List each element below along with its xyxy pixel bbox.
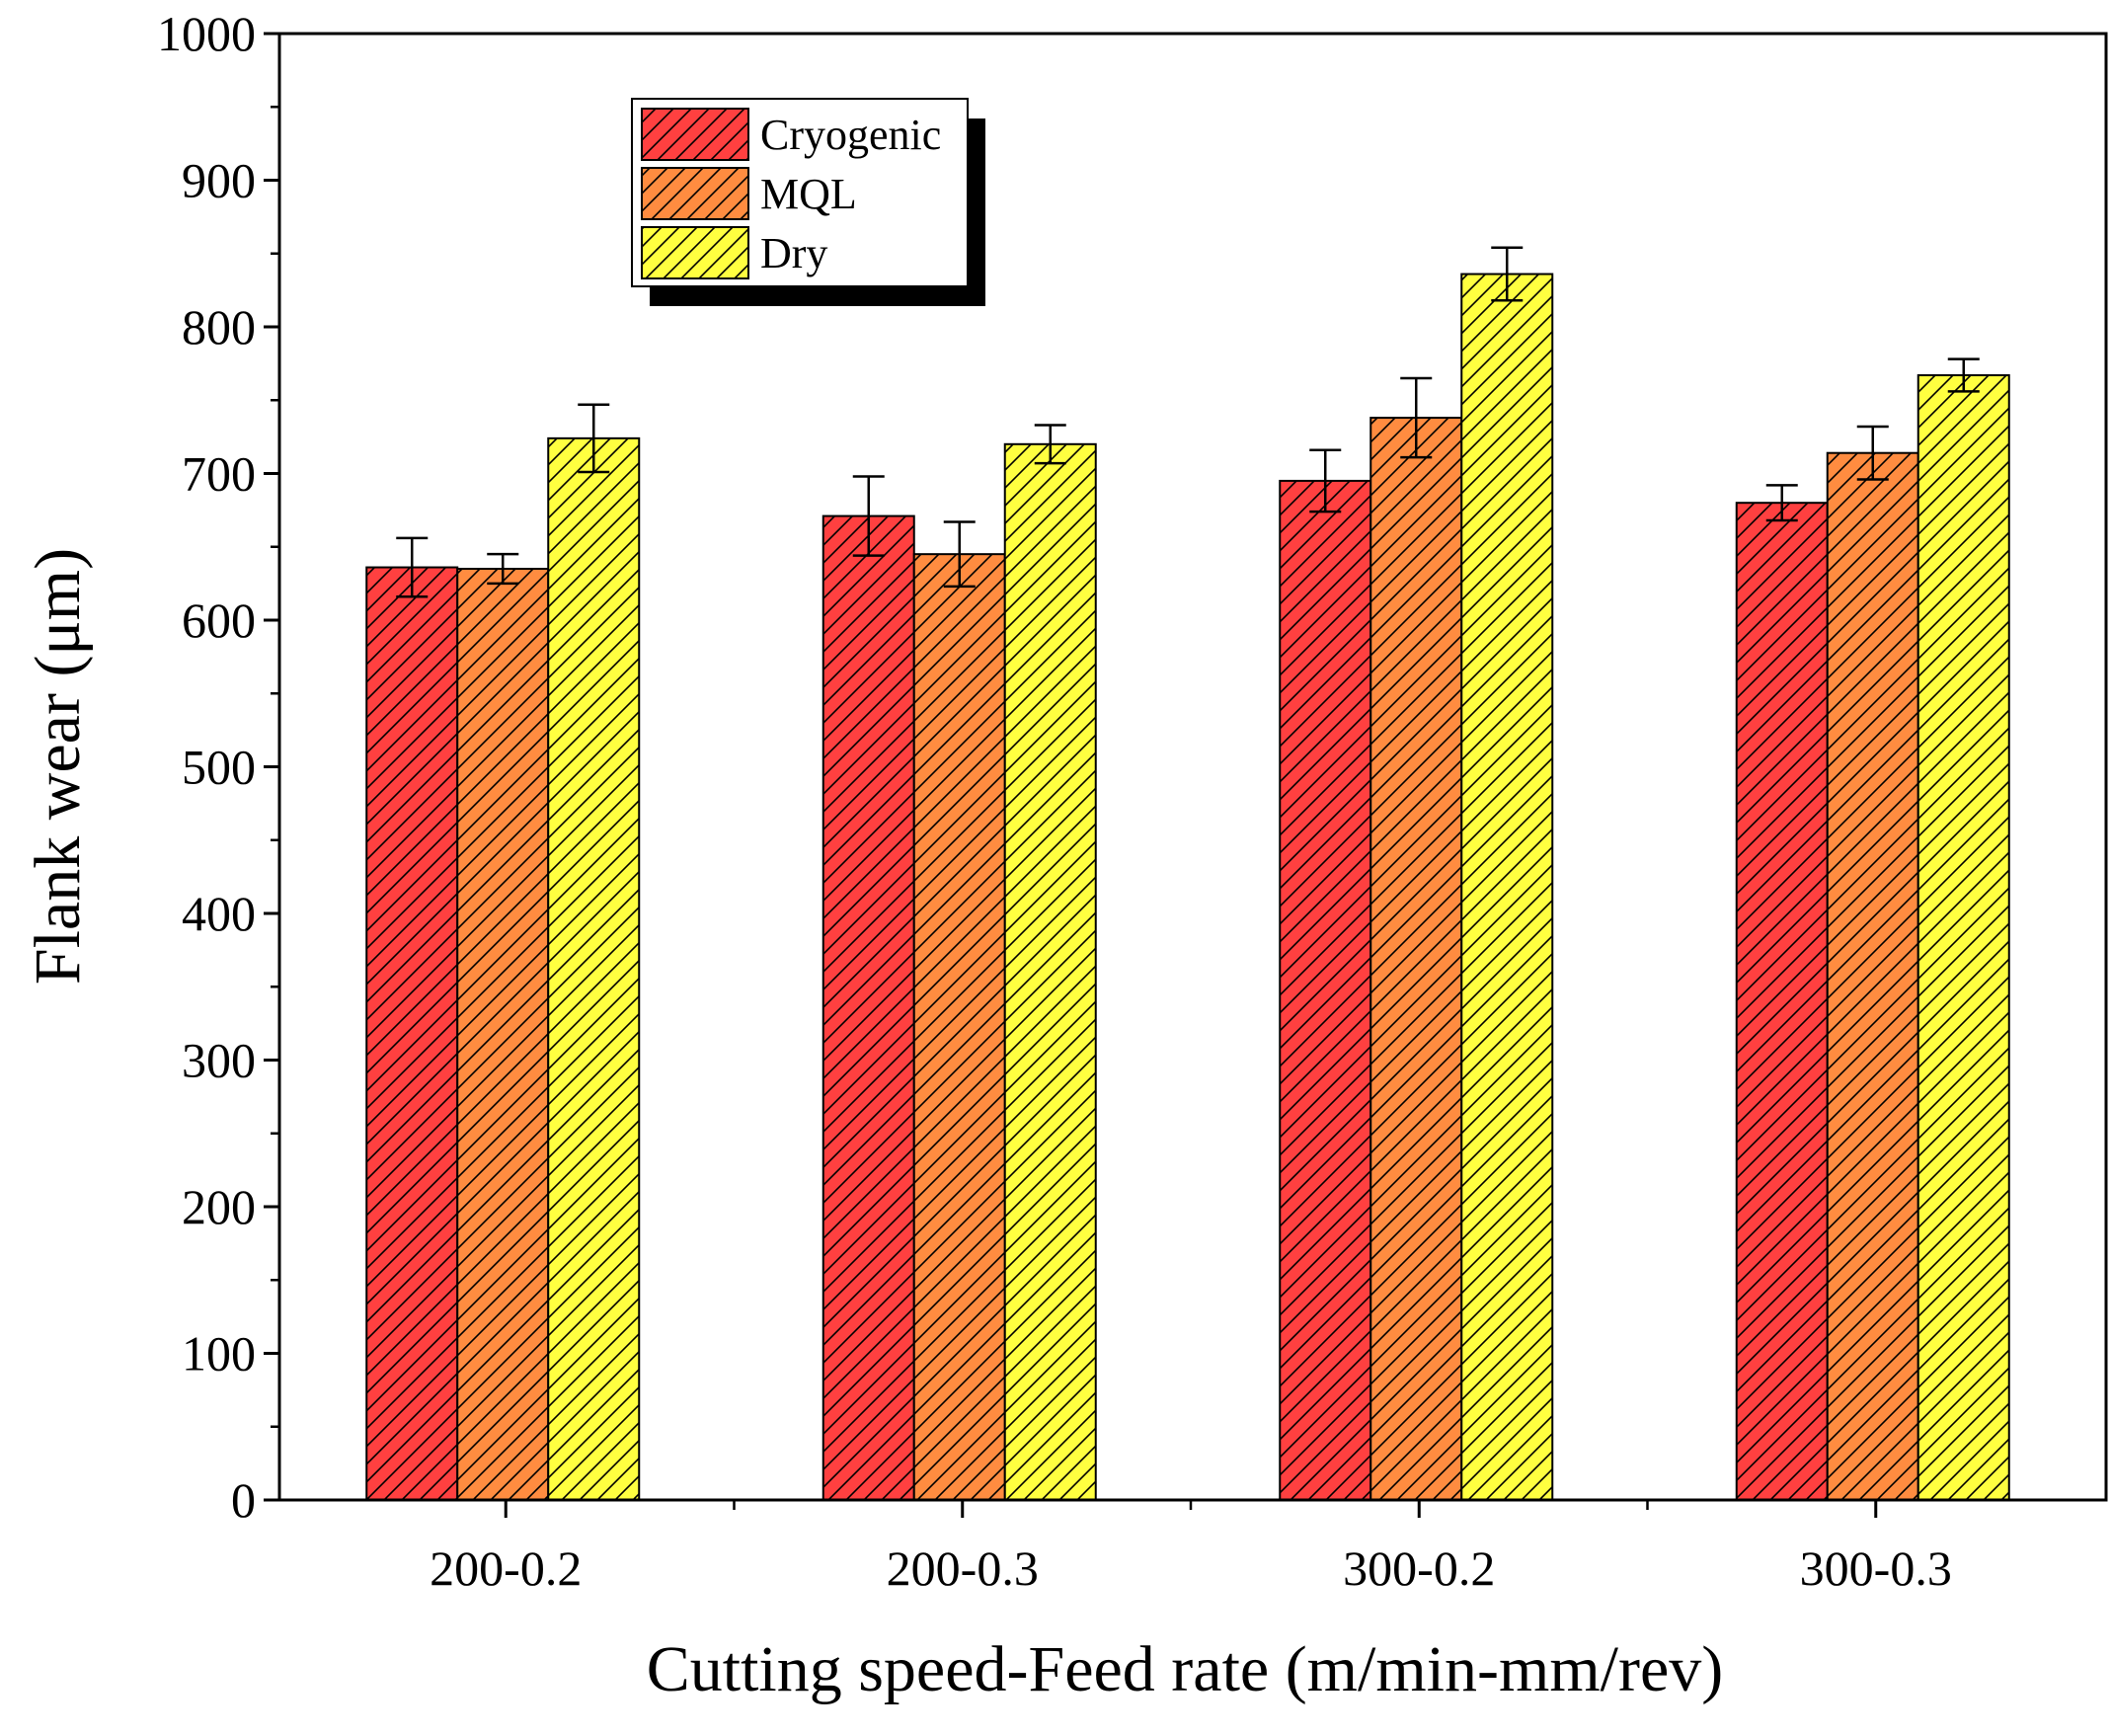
legend-swatch-cryogenic [641,108,749,161]
bar-cryogenic-300-0.2 [1279,479,1372,1501]
bar-cryogenic-200-0.3 [821,514,915,1501]
error-bar-mql-300-0.2 [1400,376,1433,459]
error-bar-dry-200-0.2 [578,403,610,474]
error-bar-dry-300-0.2 [1491,246,1524,302]
bar-mql-200-0.2 [456,568,550,1501]
bars-layer [365,246,2010,1502]
error-bar-mql-200-0.2 [487,552,519,586]
legend-label-dry: Dry [760,229,827,277]
legend-label-cryogenic: Cryogenic [760,111,941,159]
y-tick-label: 800 [182,299,256,355]
y-tick-label: 500 [182,740,256,795]
y-tick-label: 700 [182,446,256,502]
bar-dry-200-0.3 [1003,442,1097,1501]
bar-mql-300-0.3 [1826,451,1919,1502]
error-bar-cryogenic-200-0.2 [396,536,429,598]
y-tick-label: 400 [182,886,256,941]
bar-cryogenic-200-0.2 [365,566,459,1501]
y-tick-label: 900 [182,153,256,208]
error-bar-cryogenic-300-0.3 [1765,484,1798,522]
x-tick-label: 200-0.2 [430,1540,582,1596]
y-tick-label: 300 [182,1033,256,1088]
labels-layer: 0 100 200 300 400 500 600 700 800 900 1000 200-0.2 2… [22,6,1952,1705]
legend-label-mql: MQL [760,170,857,218]
error-bar-cryogenic-200-0.3 [852,475,885,557]
bar-mql-200-0.3 [912,553,1006,1501]
error-bar-dry-300-0.3 [1947,357,1980,393]
bar-dry-300-0.3 [1916,374,2010,1501]
error-bar-mql-300-0.3 [1856,425,1889,481]
x-axis-title: Cutting speed-Feed rate (m/min-mm/rev) [647,1633,1724,1705]
axes-layer [264,32,2108,1518]
y-axis-title: Flank wear (μm) [22,548,94,985]
y-tick-label: 1000 [157,6,256,61]
bar-cryogenic-300-0.3 [1735,502,1829,1501]
legend-swatch-mql [641,167,749,220]
bar-mql-300-0.2 [1369,417,1463,1502]
x-tick-label: 300-0.2 [1343,1540,1495,1596]
y-tick-label: 200 [182,1179,256,1234]
bar-dry-300-0.2 [1460,273,1554,1501]
legend: Cryogenic MQL Dry [631,98,985,306]
error-bar-dry-200-0.3 [1034,424,1066,465]
bar-dry-200-0.2 [547,436,641,1501]
error-bar-mql-200-0.3 [943,520,976,589]
legend-swatch-dry [641,226,749,279]
error-bar-cryogenic-300-0.2 [1309,448,1342,513]
y-tick-label: 100 [182,1326,256,1381]
y-tick-label: 0 [231,1472,256,1528]
x-tick-label: 300-0.3 [1800,1540,1952,1596]
y-tick-label: 600 [182,592,256,648]
x-tick-label: 200-0.3 [887,1540,1039,1596]
